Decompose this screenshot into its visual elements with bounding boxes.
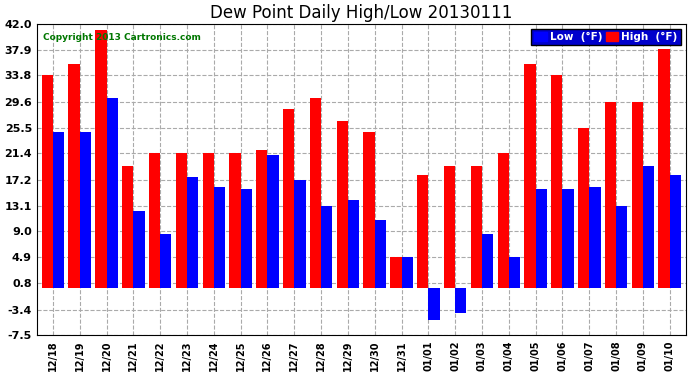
Bar bbox=[337, 121, 348, 288]
Bar bbox=[283, 110, 294, 288]
Bar bbox=[294, 180, 306, 288]
Bar bbox=[214, 188, 225, 288]
Bar bbox=[133, 211, 145, 288]
Bar bbox=[310, 98, 321, 288]
Text: Copyright 2013 Cartronics.com: Copyright 2013 Cartronics.com bbox=[43, 33, 201, 42]
Bar bbox=[551, 75, 562, 288]
Bar bbox=[256, 150, 268, 288]
Bar bbox=[375, 220, 386, 288]
Bar bbox=[149, 153, 160, 288]
Bar bbox=[605, 102, 616, 288]
Bar bbox=[670, 175, 681, 288]
Bar bbox=[589, 188, 600, 288]
Bar bbox=[68, 64, 79, 288]
Bar bbox=[106, 98, 118, 288]
Bar bbox=[524, 64, 535, 288]
Bar bbox=[203, 153, 214, 288]
Bar bbox=[122, 166, 133, 288]
Bar bbox=[535, 189, 547, 288]
Bar bbox=[578, 128, 589, 288]
Bar bbox=[187, 177, 198, 288]
Bar bbox=[471, 166, 482, 288]
Bar bbox=[616, 206, 627, 288]
Bar bbox=[391, 256, 402, 288]
Bar bbox=[41, 75, 53, 288]
Bar bbox=[95, 30, 106, 288]
Bar bbox=[562, 189, 573, 288]
Bar bbox=[241, 189, 252, 288]
Bar bbox=[482, 234, 493, 288]
Bar bbox=[444, 166, 455, 288]
Legend: Low  (°F), High  (°F): Low (°F), High (°F) bbox=[531, 29, 680, 45]
Bar bbox=[658, 49, 670, 288]
Bar bbox=[643, 166, 654, 288]
Bar bbox=[417, 175, 428, 288]
Bar bbox=[321, 206, 333, 288]
Bar bbox=[229, 153, 241, 288]
Bar bbox=[509, 257, 520, 288]
Bar bbox=[497, 153, 509, 288]
Bar bbox=[455, 288, 466, 314]
Bar bbox=[79, 132, 91, 288]
Title: Dew Point Daily High/Low 20130111: Dew Point Daily High/Low 20130111 bbox=[210, 4, 513, 22]
Bar bbox=[53, 132, 64, 288]
Bar bbox=[348, 200, 359, 288]
Bar bbox=[268, 154, 279, 288]
Bar bbox=[428, 288, 440, 320]
Bar bbox=[631, 102, 643, 288]
Bar bbox=[364, 132, 375, 288]
Bar bbox=[402, 256, 413, 288]
Bar bbox=[176, 153, 187, 288]
Bar bbox=[160, 234, 171, 288]
